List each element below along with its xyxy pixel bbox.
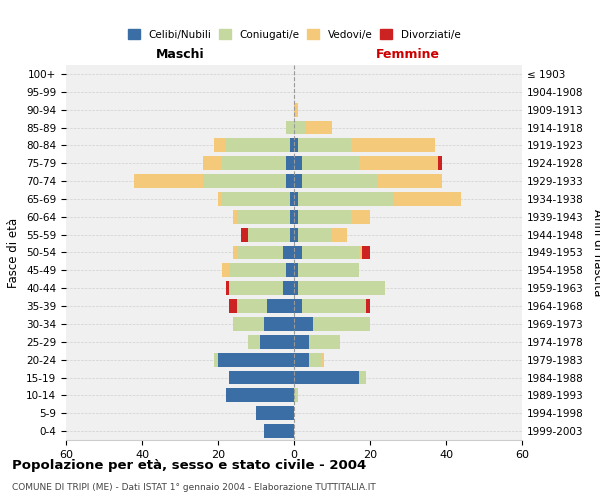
Bar xyxy=(294,281,298,295)
Bar xyxy=(294,264,298,278)
Bar xyxy=(290,228,294,241)
Bar xyxy=(286,174,294,188)
Bar xyxy=(237,299,268,313)
Bar xyxy=(286,264,294,278)
Bar xyxy=(226,138,290,152)
Text: Femmine: Femmine xyxy=(376,48,440,62)
Bar xyxy=(294,120,305,134)
Bar xyxy=(286,120,294,134)
Bar xyxy=(229,299,237,313)
Bar xyxy=(362,246,370,260)
Y-axis label: Anni di nascita: Anni di nascita xyxy=(592,209,600,296)
Bar xyxy=(309,352,320,366)
Bar xyxy=(226,281,229,295)
Bar xyxy=(268,299,294,313)
Bar xyxy=(302,299,366,313)
Bar xyxy=(393,192,461,206)
Bar xyxy=(302,246,359,260)
Bar xyxy=(294,210,298,224)
Bar xyxy=(286,156,294,170)
Bar xyxy=(222,192,290,206)
Bar xyxy=(298,210,351,224)
Bar xyxy=(283,246,294,260)
Bar xyxy=(203,174,286,188)
Bar xyxy=(302,156,359,170)
Bar xyxy=(294,102,298,117)
Bar xyxy=(260,335,294,349)
Bar xyxy=(290,210,294,224)
Bar xyxy=(294,138,298,152)
Bar xyxy=(263,424,294,438)
Bar xyxy=(214,352,218,366)
Bar xyxy=(256,406,294,420)
Bar xyxy=(305,120,332,134)
Bar xyxy=(294,317,313,331)
Bar xyxy=(298,228,332,241)
Bar xyxy=(351,210,370,224)
Bar xyxy=(377,174,442,188)
Bar xyxy=(294,246,302,260)
Bar xyxy=(294,370,359,384)
Bar xyxy=(309,335,340,349)
Bar xyxy=(351,138,434,152)
Legend: Celibi/Nubili, Coniugati/e, Vedovi/e, Divorziati/e: Celibi/Nubili, Coniugati/e, Vedovi/e, Di… xyxy=(124,25,464,44)
Bar xyxy=(294,299,302,313)
Bar xyxy=(203,156,222,170)
Bar xyxy=(218,352,294,366)
Bar xyxy=(294,228,298,241)
Bar xyxy=(359,156,439,170)
Bar xyxy=(366,299,370,313)
Bar xyxy=(290,138,294,152)
Bar xyxy=(359,246,362,260)
Bar xyxy=(298,138,351,152)
Bar xyxy=(241,228,248,241)
Bar xyxy=(229,264,286,278)
Bar xyxy=(263,317,294,331)
Bar xyxy=(222,156,286,170)
Text: Maschi: Maschi xyxy=(155,48,205,62)
Bar xyxy=(233,210,237,224)
Text: COMUNE DI TRIPI (ME) - Dati ISTAT 1° gennaio 2004 - Elaborazione TUTTITALIA.IT: COMUNE DI TRIPI (ME) - Dati ISTAT 1° gen… xyxy=(12,484,376,492)
Bar xyxy=(248,228,290,241)
Bar xyxy=(294,192,298,206)
Bar xyxy=(294,388,298,402)
Bar xyxy=(134,174,203,188)
Bar xyxy=(290,192,294,206)
Bar xyxy=(294,156,302,170)
Bar xyxy=(229,370,294,384)
Bar xyxy=(332,228,347,241)
Bar xyxy=(233,317,263,331)
Bar xyxy=(214,138,226,152)
Bar xyxy=(298,281,385,295)
Bar xyxy=(294,352,309,366)
Bar xyxy=(218,192,222,206)
Bar xyxy=(294,174,302,188)
Bar xyxy=(298,264,359,278)
Bar xyxy=(283,281,294,295)
Bar xyxy=(313,317,370,331)
Bar xyxy=(439,156,442,170)
Bar xyxy=(233,246,237,260)
Bar xyxy=(226,388,294,402)
Bar xyxy=(237,246,283,260)
Bar xyxy=(237,210,290,224)
Bar xyxy=(298,192,393,206)
Bar xyxy=(294,335,309,349)
Bar xyxy=(222,264,229,278)
Bar xyxy=(248,335,260,349)
Bar xyxy=(229,281,283,295)
Bar xyxy=(359,370,366,384)
Y-axis label: Fasce di età: Fasce di età xyxy=(7,218,20,288)
Bar xyxy=(320,352,325,366)
Text: Popolazione per età, sesso e stato civile - 2004: Popolazione per età, sesso e stato civil… xyxy=(12,460,366,472)
Bar xyxy=(302,174,377,188)
